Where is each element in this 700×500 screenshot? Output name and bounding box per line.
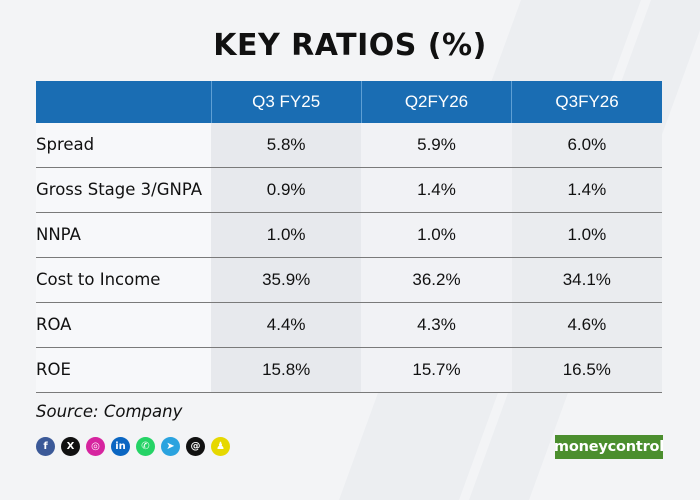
whatsapp-icon[interactable]: ✆ xyxy=(136,437,155,456)
value-cell: 35.9% xyxy=(211,257,362,303)
row-label: Gross Stage 3/GNPA xyxy=(36,167,212,213)
telegram-icon[interactable]: ➤ xyxy=(161,437,180,456)
row-label-text: Cost to Income xyxy=(36,270,161,289)
row-label-text: ROE xyxy=(36,360,71,379)
row-label-text: Spread xyxy=(36,135,95,154)
header-cell: Q2FY26 xyxy=(360,81,512,123)
value-cell: 0.9% xyxy=(211,167,362,213)
instagram-icon[interactable]: ◎ xyxy=(86,437,105,456)
value-cell: 1.4% xyxy=(511,167,662,213)
row-label: ROE xyxy=(36,347,212,393)
table-row: ROE 15.8% 15.7% 16.5% xyxy=(36,347,662,393)
header-cell: Q3FY26 xyxy=(511,81,662,123)
value-cell: 4.3% xyxy=(361,302,512,348)
value-cell: 5.8% xyxy=(211,123,362,168)
header-cell xyxy=(36,81,212,123)
value-cell: 16.5% xyxy=(511,347,662,393)
value-cell: 1.0% xyxy=(511,212,662,258)
table-row: NNPA 1.0% 1.0% 1.0% xyxy=(36,212,662,258)
row-label: Spread xyxy=(36,123,212,168)
ratios-table-container: Q3 FY25 Q2FY26 Q3FY26 Spread 5.8% 5.9% 6.0%… xyxy=(36,81,662,393)
value-cell: 6.0% xyxy=(511,123,662,168)
row-label-text: Gross Stage 3/GNPA xyxy=(36,180,203,199)
value-cell: 4.4% xyxy=(211,302,362,348)
table-row: Cost to Income 35.9% 36.2% 34.1% xyxy=(36,257,662,303)
snapchat-icon[interactable]: ♟ xyxy=(211,437,230,456)
source-note: Source: Company xyxy=(36,402,183,421)
facebook-icon[interactable]: f xyxy=(36,437,55,456)
table-row: Spread 5.8% 5.9% 6.0% xyxy=(36,123,662,168)
header-cell: Q3 FY25 xyxy=(210,81,362,123)
logo-text: moneycontrol xyxy=(553,439,665,455)
table-header-row: Q3 FY25 Q2FY26 Q3FY26 xyxy=(36,81,662,123)
moneycontrol-logo: moneycontrol xyxy=(553,435,665,459)
value-cell: 15.7% xyxy=(361,347,512,393)
value-cell: 1.0% xyxy=(361,212,512,258)
table-row: Gross Stage 3/GNPA 0.9% 1.4% 1.4% xyxy=(36,167,662,213)
value-cell: 34.1% xyxy=(511,257,662,303)
linkedin-icon[interactable]: in xyxy=(111,437,130,456)
table-row: ROA 4.4% 4.3% 4.6% xyxy=(36,302,662,348)
row-label: Cost to Income xyxy=(36,257,212,303)
row-label-text: ROA xyxy=(36,315,72,334)
x-icon[interactable]: X xyxy=(61,437,80,456)
threads-icon[interactable]: @ xyxy=(186,437,205,456)
table-body: Spread 5.8% 5.9% 6.0% Gross Stage 3/GNPA 0.9%… xyxy=(36,123,662,393)
value-cell: 15.8% xyxy=(211,347,362,393)
value-cell: 36.2% xyxy=(361,257,512,303)
chart-title: KEY RATIOS (%) xyxy=(213,28,487,63)
row-label-text: NNPA xyxy=(36,225,81,244)
row-label: ROA xyxy=(36,302,212,348)
ratios-table: Q3 FY25 Q2FY26 Q3FY26 Spread 5.8% 5.9% 6.0%… xyxy=(36,81,662,393)
value-cell: 1.0% xyxy=(211,212,362,258)
social-share-bar: f X ◎ in ✆ ➤ @ ♟ xyxy=(36,437,230,456)
row-label: NNPA xyxy=(36,212,212,258)
value-cell: 1.4% xyxy=(361,167,512,213)
value-cell: 5.9% xyxy=(361,123,512,168)
value-cell: 4.6% xyxy=(511,302,662,348)
